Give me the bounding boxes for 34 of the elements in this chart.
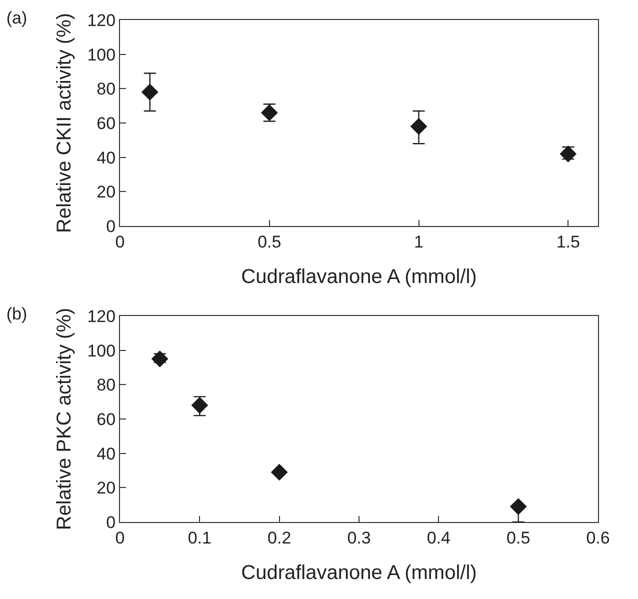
point [151, 350, 168, 368]
point [410, 118, 428, 135]
y-tick-label: 80 [96, 80, 116, 99]
x-tick-label: 1 [414, 232, 424, 252]
x-tick-label: 0.5 [258, 232, 282, 252]
y-tick-label: 20 [96, 478, 116, 498]
x-tick-label: 1.5 [556, 232, 580, 252]
x-tick-label: 0.2 [268, 528, 292, 548]
x-tick-label: 0.4 [426, 528, 450, 548]
point [510, 498, 527, 515]
x-tick-label: 0.1 [188, 528, 212, 548]
point [270, 464, 288, 481]
x-axis-title: Cudraflavanone A (mmol/l) [241, 562, 477, 584]
point [141, 84, 158, 101]
y-tick-label: 0 [106, 512, 116, 532]
y-axis-title: Relative PKC activity (%) [54, 308, 76, 530]
y-tick-label: 40 [96, 148, 116, 168]
y-tick-label: 120 [87, 306, 116, 326]
chart-title: (b) [6, 304, 28, 324]
x-tick-label: 0.3 [347, 528, 371, 548]
y-tick-label: 120 [87, 10, 116, 30]
chart-title: (a) [6, 8, 28, 28]
y-tick-label: 60 [96, 410, 116, 429]
y-tick-label: 20 [96, 182, 116, 202]
y-axis-title: Relative CKII activity (%) [54, 12, 76, 234]
x-tick-label: 0.6 [586, 528, 610, 548]
y-tick-label: 80 [96, 376, 116, 395]
y-tick-label: 40 [96, 444, 116, 464]
y-tick-label: 0 [106, 216, 116, 236]
y-tick-label: 100 [87, 341, 116, 360]
x-tick-label: 0.5 [506, 528, 530, 548]
y-tick-label: 60 [96, 114, 116, 133]
x-axis-title: Cudraflavanone A (mmol/l) [241, 266, 477, 288]
y-tick-label: 100 [87, 45, 116, 64]
